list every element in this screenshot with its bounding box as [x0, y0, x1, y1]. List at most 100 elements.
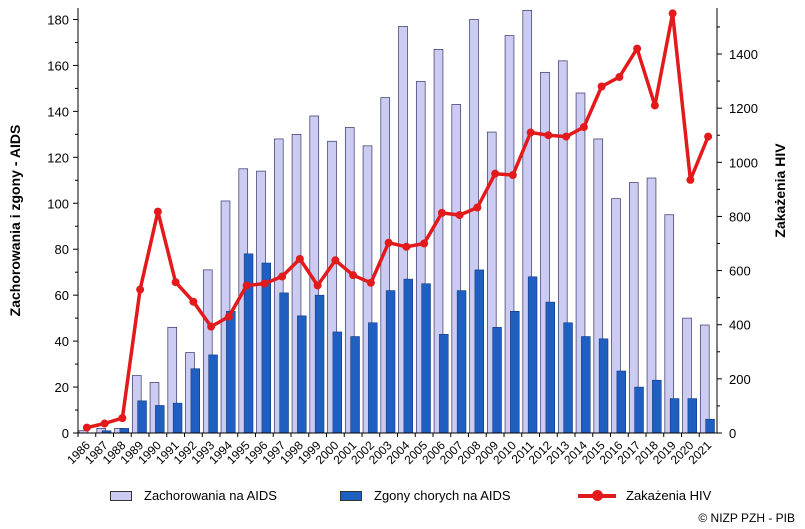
legend-item-aids-cases: Zachorowania na AIDS	[110, 488, 277, 503]
bar-aids-deaths-2018	[652, 379, 662, 434]
bar-aids-deaths-1998	[297, 315, 307, 434]
legend-swatch-aids-deaths	[340, 490, 362, 501]
hiv-point-1988	[118, 414, 127, 423]
hiv-point-2015	[597, 82, 606, 91]
bar-aids-deaths-1992	[190, 368, 201, 434]
hiv-point-1991	[171, 278, 180, 287]
left-tick-label-180: 180	[47, 12, 69, 27]
hiv-point-2011	[526, 128, 535, 137]
hiv-point-1995	[242, 281, 251, 290]
bar-aids-deaths-2003	[385, 290, 396, 434]
left-tick-label-40: 40	[55, 334, 69, 349]
left-tick-label-100: 100	[47, 196, 69, 211]
bar-aids-deaths-2001	[350, 336, 360, 434]
hiv-point-1996	[260, 279, 269, 288]
hiv-point-2021	[704, 132, 713, 141]
left-tick-label-120: 120	[47, 150, 69, 165]
hiv-point-1986	[82, 423, 91, 432]
hiv-point-2017	[633, 44, 642, 53]
bar-aids-deaths-2007	[456, 290, 467, 434]
bar-aids-deaths-2013	[563, 322, 573, 434]
right-tick-label-800: 800	[729, 209, 751, 224]
bar-aids-deaths-1991	[172, 402, 183, 434]
bar-aids-deaths-2019	[669, 398, 680, 434]
bar-aids-deaths-2016	[616, 370, 627, 434]
hiv-point-2012	[544, 131, 553, 140]
bar-aids-deaths-2006	[439, 333, 449, 434]
legend-item-aids-deaths: Zgony chorych na AIDS	[340, 488, 511, 503]
left-tick-label-140: 140	[47, 104, 69, 119]
hiv-point-1999	[313, 281, 322, 290]
bar-aids-deaths-2017	[634, 386, 644, 434]
hiv-point-2013	[562, 132, 571, 141]
aids-deaths-bars	[101, 253, 715, 434]
bar-aids-deaths-2012	[545, 301, 556, 434]
right-tick-label-1200: 1200	[729, 101, 758, 116]
bar-aids-deaths-2008	[474, 269, 485, 434]
right-tick-label-200: 200	[729, 372, 751, 387]
bar-aids-deaths-1995	[243, 253, 254, 434]
bar-aids-deaths-2015	[598, 338, 609, 434]
legend-label-hiv-infections: Zakażenia HIV	[626, 488, 712, 503]
axes: 0 20 40 60 80 100 120 140 160 180 0 200 400 600 800 100…	[47, 8, 758, 467]
hiv-point-2010	[508, 171, 517, 180]
left-tick-label-60: 60	[55, 288, 69, 303]
bar-aids-deaths-1990	[155, 405, 165, 434]
bar-aids-deaths-1996	[261, 262, 272, 434]
bar-aids-deaths-1994	[226, 310, 236, 434]
bar-aids-deaths-1989	[137, 400, 147, 434]
hiv-point-2000	[331, 256, 340, 265]
bar-aids-deaths-2002	[368, 322, 378, 434]
hiv-point-2016	[615, 73, 624, 82]
hiv-point-1993	[207, 322, 216, 331]
hiv-infections-line	[82, 9, 713, 432]
hiv-point-2007	[455, 211, 464, 220]
right-axis-title: Zakażenia HIV	[772, 143, 788, 238]
bar-aids-deaths-2010	[510, 310, 520, 434]
hiv-point-1998	[295, 254, 304, 263]
right-tick-label-1400: 1400	[729, 47, 758, 62]
bar-aids-deaths-2005	[421, 283, 431, 434]
right-tick-label-1000: 1000	[729, 155, 758, 170]
hiv-point-2006	[437, 208, 446, 217]
bar-aids-deaths-2020	[687, 398, 698, 434]
hiv-point-1989	[136, 285, 145, 294]
hiv-point-2018	[650, 101, 659, 110]
hiv-point-2004	[402, 242, 411, 251]
bar-aids-deaths-2014	[581, 336, 591, 434]
left-tick-label-20: 20	[55, 380, 69, 395]
hiv-point-2009	[491, 169, 500, 178]
bar-aids-deaths-2009	[492, 327, 502, 434]
hiv-point-2002	[366, 278, 375, 287]
right-tick-label-400: 400	[729, 318, 751, 333]
legend-label-aids-deaths: Zgony chorych na AIDS	[374, 488, 511, 503]
hiv-point-1994	[224, 312, 233, 321]
bar-aids-deaths-1993	[208, 354, 218, 434]
hiv-point-1987	[100, 419, 109, 428]
hiv-point-1990	[153, 207, 162, 216]
hiv-point-2014	[579, 123, 588, 132]
hiv-point-2001	[349, 271, 358, 280]
hiv-point-2003	[384, 238, 393, 247]
bar-aids-deaths-1988	[119, 428, 130, 434]
legend-item-hiv-infections: Zakażenia HIV	[578, 488, 711, 503]
left-tick-label-80: 80	[55, 242, 69, 257]
left-axis-title: Zachorowania i zgony - AIDS	[7, 125, 23, 317]
bar-aids-deaths-1999	[314, 294, 325, 434]
bar-aids-deaths-2004	[403, 278, 414, 434]
hiv-point-2005	[420, 239, 429, 248]
right-tick-label-0: 0	[729, 426, 736, 441]
left-tick-label-160: 160	[47, 58, 69, 73]
left-tick-label-0: 0	[62, 426, 69, 441]
bar-aids-deaths-1997	[279, 292, 289, 434]
hiv-point-2008	[473, 203, 482, 212]
credit-text: © NIZP PZH - PIB	[698, 511, 795, 525]
legend-line-hiv-infections	[578, 489, 616, 501]
bar-aids-deaths-2011	[527, 276, 538, 434]
hiv-point-1997	[278, 272, 287, 281]
hiv-point-2019	[668, 9, 677, 18]
legend-label-aids-cases: Zachorowania na AIDS	[144, 488, 277, 503]
right-tick-label-600: 600	[729, 264, 751, 279]
bar-aids-cases-2021	[699, 324, 710, 434]
